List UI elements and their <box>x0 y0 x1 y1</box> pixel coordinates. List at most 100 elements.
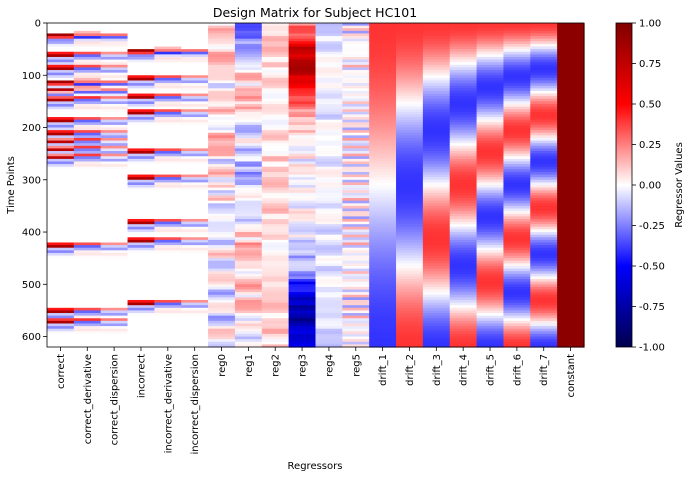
heatmap-cell <box>315 143 343 147</box>
heatmap-cell <box>234 28 263 32</box>
heatmap-cell <box>234 258 263 262</box>
heatmap-cell <box>315 276 343 280</box>
heatmap-cell <box>315 326 343 330</box>
heatmap-cell <box>154 49 182 53</box>
heatmap-cell <box>530 145 558 150</box>
heatmap-cell <box>261 93 290 97</box>
heatmap-cell <box>530 232 558 236</box>
heatmap-cell <box>154 46 182 50</box>
heatmap-cell <box>530 83 558 87</box>
heatmap-cell <box>315 132 343 136</box>
heatmap-cell <box>396 41 424 45</box>
heatmap-cell <box>261 77 290 82</box>
heatmap-cell <box>557 211 585 215</box>
heatmap-cell <box>154 140 182 144</box>
heatmap-cell <box>396 331 424 335</box>
heatmap-cell <box>422 203 451 207</box>
heatmap-cell <box>261 271 290 275</box>
heatmap-cell <box>396 148 424 152</box>
heatmap-cell <box>234 33 263 37</box>
heatmap-cell <box>288 266 317 270</box>
heatmap-cell <box>73 284 102 288</box>
heatmap-cell <box>47 299 75 304</box>
heatmap-cell <box>208 339 236 343</box>
heatmap-cell <box>181 46 209 50</box>
heatmap-cell <box>208 266 236 270</box>
heatmap-cell <box>449 33 478 37</box>
heatmap-cell <box>342 234 370 238</box>
heatmap-cell <box>100 203 129 207</box>
heatmap-cell <box>288 331 317 335</box>
heatmap-cell <box>47 130 75 134</box>
heatmap-cell <box>315 297 343 301</box>
heatmap-cell <box>181 190 209 194</box>
heatmap-cell <box>100 323 129 327</box>
heatmap-cell <box>315 177 343 181</box>
heatmap-cell <box>181 213 209 217</box>
heatmap-cell <box>47 153 75 157</box>
heatmap-cell <box>369 104 397 108</box>
heatmap-cell <box>449 268 478 272</box>
heatmap-cell <box>342 216 370 220</box>
heatmap-cell <box>288 339 317 343</box>
heatmap-cell <box>208 299 236 304</box>
heatmap-cell <box>47 140 75 144</box>
heatmap-cell <box>449 161 478 165</box>
heatmap-cell <box>449 310 478 314</box>
heatmap-cell <box>261 122 290 126</box>
heatmap-cell <box>530 114 558 118</box>
heatmap-cell <box>154 190 182 194</box>
heatmap-cell <box>73 286 102 291</box>
heatmap-cell <box>476 242 505 246</box>
heatmap-cell <box>288 232 317 236</box>
heatmap-cell <box>208 328 236 332</box>
heatmap-cell <box>154 83 182 87</box>
heatmap-cell <box>449 140 478 144</box>
heatmap-cell <box>503 258 531 262</box>
heatmap-cell <box>208 318 236 322</box>
heatmap-cell <box>100 70 129 74</box>
heatmap-cell <box>154 213 182 217</box>
heatmap-cell <box>530 182 558 186</box>
heatmap-cell <box>127 114 155 118</box>
heatmap-cell <box>100 250 129 254</box>
heatmap-cell <box>369 67 397 71</box>
heatmap-cell <box>154 203 182 207</box>
heatmap-cell <box>154 148 182 152</box>
heatmap-cell <box>208 289 236 293</box>
y-tick-label: 100 <box>22 71 41 82</box>
heatmap-cell <box>288 205 317 210</box>
heatmap-cell <box>234 326 263 330</box>
heatmap-cell <box>449 234 478 238</box>
heatmap-cell <box>342 250 370 254</box>
heatmap-cell <box>449 250 478 254</box>
heatmap-cell <box>476 49 505 53</box>
heatmap-cell <box>127 145 155 150</box>
heatmap-cell <box>396 33 424 37</box>
heatmap-cell <box>73 237 102 241</box>
heatmap-cell <box>503 130 531 134</box>
heatmap-cell <box>234 320 263 325</box>
heatmap-cell <box>342 54 370 58</box>
heatmap-cell <box>73 281 102 285</box>
heatmap-cell <box>261 297 290 301</box>
heatmap-cell <box>342 211 370 215</box>
heatmap-cell <box>47 205 75 210</box>
y-tick-label: 500 <box>22 280 41 291</box>
heatmap-cell <box>315 245 343 249</box>
heatmap-cell <box>208 326 236 330</box>
heatmap-cell <box>234 166 263 170</box>
heatmap-cell <box>154 179 182 183</box>
heatmap-cell <box>396 208 424 212</box>
heatmap-cell <box>288 36 317 40</box>
heatmap-cell <box>503 75 531 79</box>
heatmap-cell <box>342 323 370 327</box>
heatmap-cell <box>181 64 209 69</box>
heatmap-cell <box>503 158 531 163</box>
heatmap-cell <box>449 109 478 113</box>
heatmap-cell <box>47 151 75 155</box>
heatmap-cell <box>73 221 102 225</box>
heatmap-cell <box>557 62 585 66</box>
heatmap-cell <box>181 336 209 340</box>
heatmap-cell <box>73 114 102 118</box>
